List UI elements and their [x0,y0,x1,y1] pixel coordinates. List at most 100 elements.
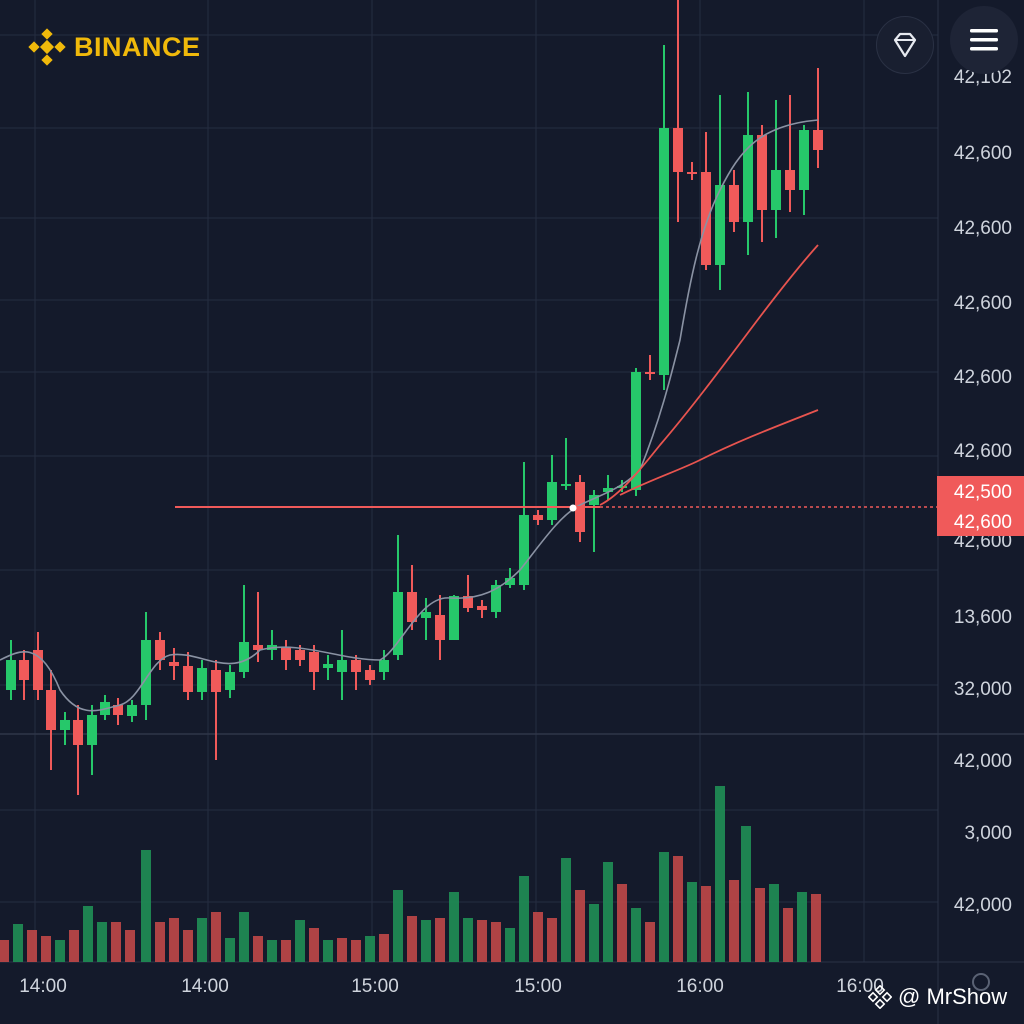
volume-bar [211,912,221,962]
indicator-button[interactable] [876,16,934,74]
price-axis-label: 42,600 [954,531,1012,552]
candle-body [183,666,193,692]
candle-body [33,650,43,690]
watermark-text: @ MrShow [898,984,1008,1009]
volume-bar [309,928,319,962]
candle-body [743,135,753,222]
price-tag-label: 42,500 [954,482,1012,503]
candle-body [421,612,431,618]
volume-bar [729,880,739,962]
candle-body [813,130,823,150]
candle-body [127,705,137,716]
ma-line-fast [0,119,819,712]
price-tag-bg [937,476,1024,506]
candle-body [141,640,151,705]
time-axis-label: 16:00 [676,976,724,997]
candle-body [113,705,123,715]
volume-bar [769,884,779,962]
volume-bar [755,888,765,962]
volume-bar [239,912,249,962]
volume-bar [421,920,431,962]
volume-bar [491,922,501,962]
volume-bar [281,940,291,962]
price-tag-label: 42,600 [954,512,1012,533]
volume-bar [393,890,403,962]
candle-body [757,135,767,210]
volume-bar [575,890,585,962]
volume-bar [337,938,347,962]
volume-bar [169,918,179,962]
volume-bar [141,850,151,962]
candle-body [589,495,599,505]
candle-body [715,185,725,265]
candle-body [477,606,487,610]
volume-bar [295,920,305,962]
price-axis-label: 13,600 [954,607,1012,628]
volume-bar [533,912,543,962]
candle-body [645,372,655,374]
volume-bar [701,886,711,962]
volume-bar [125,930,135,962]
volume-axis-label: 42,000 [954,751,1012,772]
candle-body [463,596,473,608]
candle-body [155,640,165,660]
candle-body [393,592,403,655]
candle-body [365,670,375,680]
price-axis-label: 32,000 [954,679,1012,700]
volume-bar [379,934,389,962]
search-icon[interactable] [966,970,996,1000]
price-axis-label: 42,600 [954,143,1012,164]
binance-diamond-icon [868,985,892,1009]
candle-body [407,592,417,622]
volume-bar [463,918,473,962]
trophy-diamond-icon [893,32,917,58]
candle-body [659,128,669,375]
candle-body [337,660,347,672]
time-axis-label: 14:00 [181,976,229,997]
current-price-dot [569,504,577,512]
candle-body [323,664,333,668]
volume-axis-label: 3,000 [964,823,1012,844]
time-axis-label: 14:00 [19,976,67,997]
price-axis-label: 42,600 [954,218,1012,239]
candle-body [197,668,207,692]
candle-body [771,170,781,210]
volume-bar [351,940,361,962]
candle-body [281,648,291,660]
volume-bar [267,940,277,962]
volume-bar [631,908,641,962]
candle-body [631,372,641,490]
volume-bar [97,922,107,962]
volume-bar [617,884,627,962]
brand-name: BINANCE [74,31,201,62]
volume-bar [27,930,37,962]
candle-body [46,690,56,730]
candle-body [729,185,739,222]
volume-bar [673,856,683,962]
candle-body [295,650,305,660]
volume-bar [811,894,821,962]
volume-bar [365,936,375,962]
volume-bar [659,852,669,962]
time-axis-label: 15:00 [351,976,399,997]
candle-body [253,645,263,650]
candle-body [491,585,501,612]
volume-bar [715,786,725,962]
price-tag-bg [937,506,1024,536]
volume-bar [155,922,165,962]
candle-body [435,615,445,640]
price-axis-label: 42,600 [954,441,1012,462]
candle-body [533,515,543,520]
watermark: @ MrShow [868,984,1007,1010]
candle-body [603,488,613,492]
volume-bar [69,930,79,962]
menu-button[interactable] [950,6,1018,74]
candle-body [309,652,319,672]
time-axis-label: 16:00 [836,976,884,997]
candle-body [785,170,795,190]
hamburger-menu-icon [970,29,998,51]
volume-bar [13,924,23,962]
volume-bar [797,892,807,962]
volume-bar [183,930,193,962]
